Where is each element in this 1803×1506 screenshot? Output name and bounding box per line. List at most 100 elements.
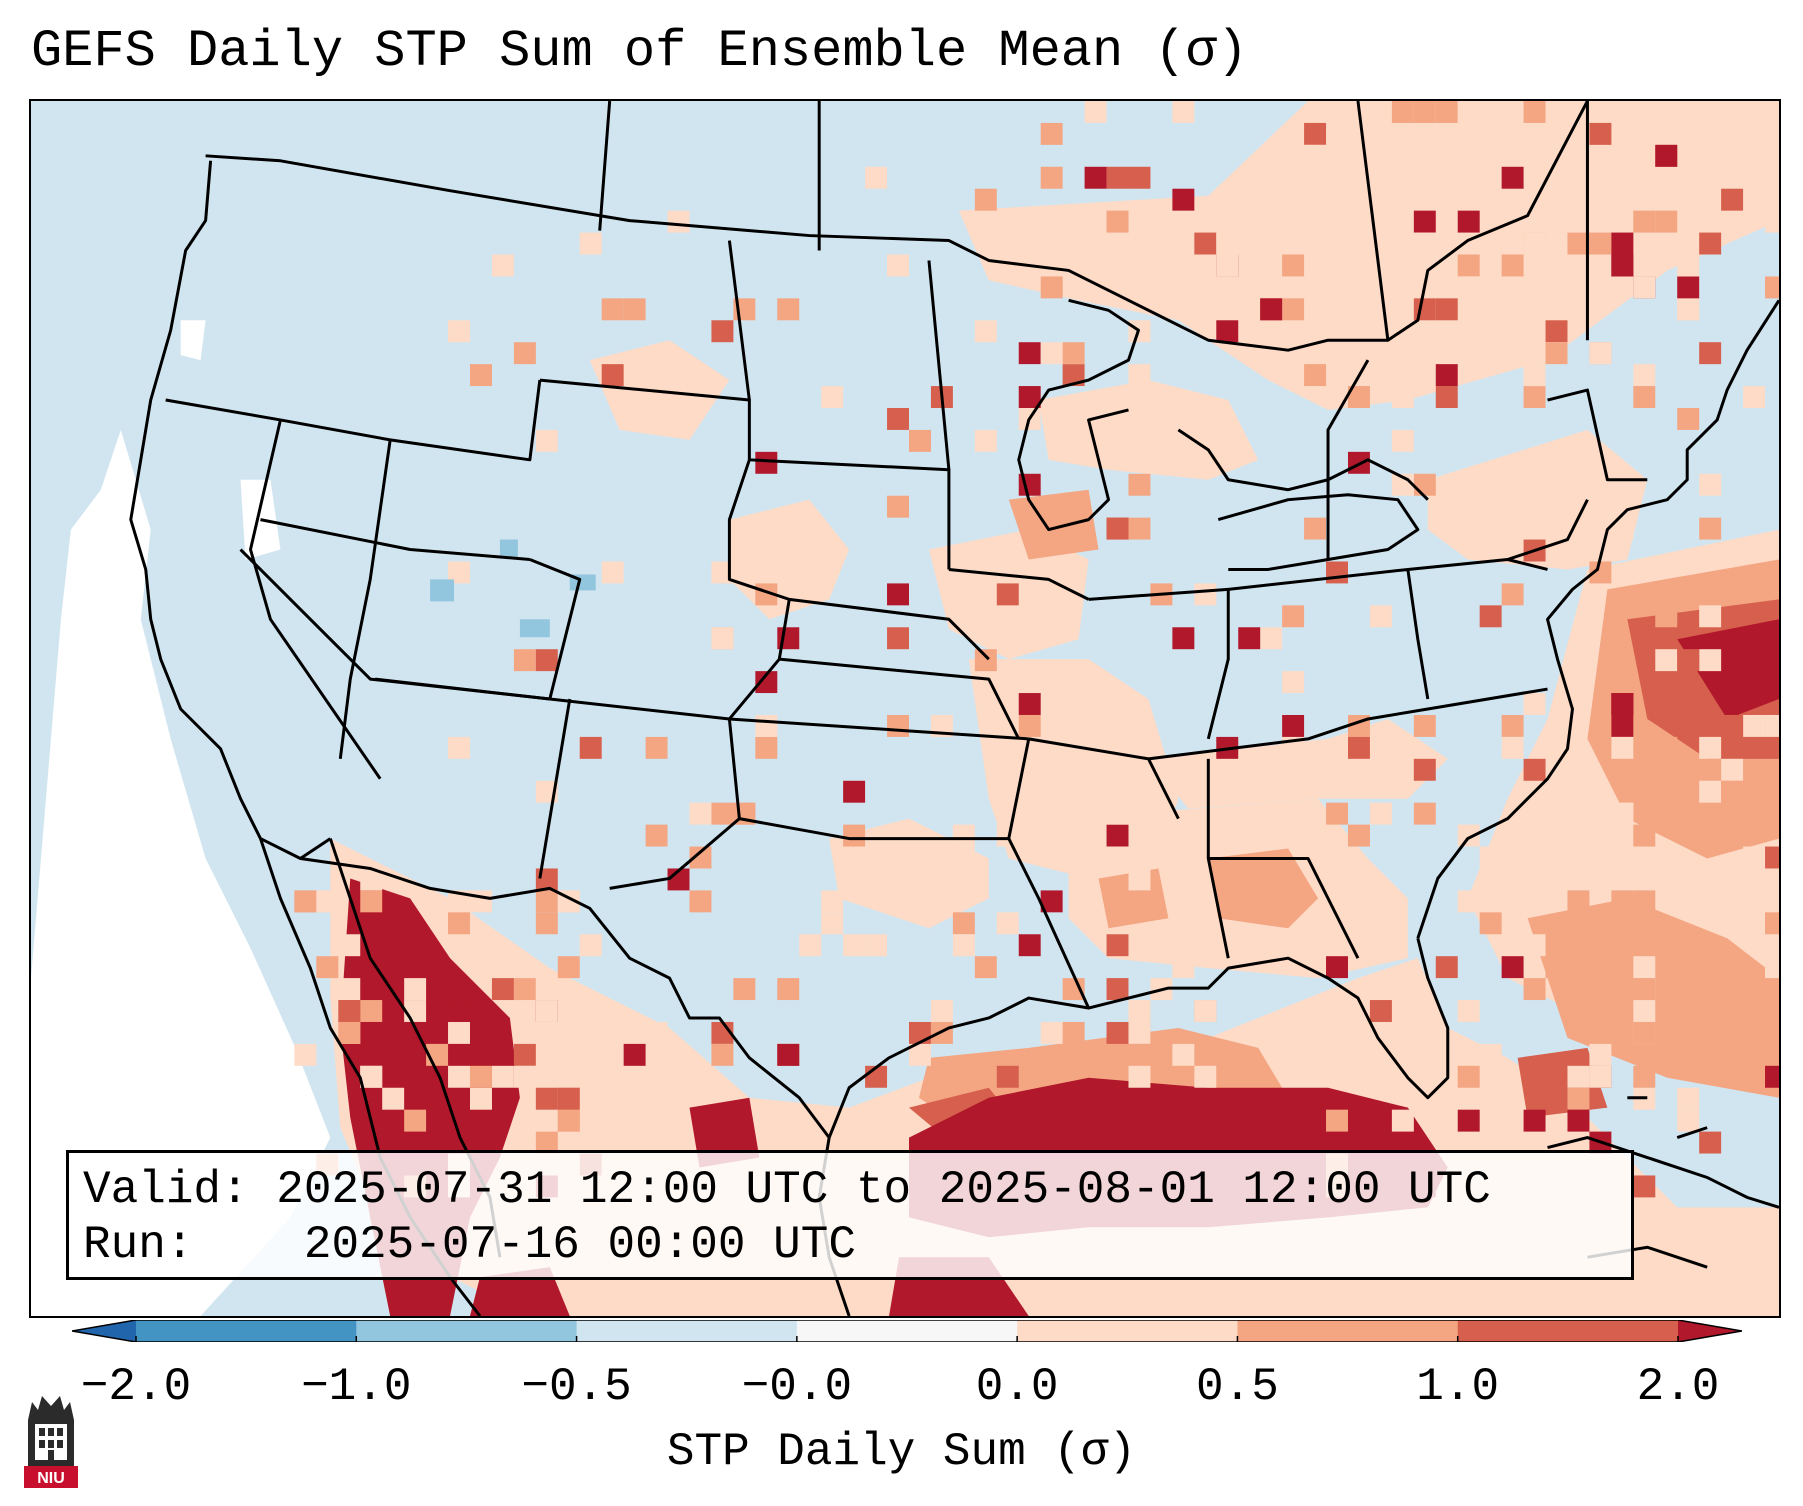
colorbar-tick-label: 2.0 (1636, 1361, 1720, 1413)
colorbar-tick-label: −0.0 (741, 1361, 853, 1413)
grid-cell (535, 912, 558, 935)
grid-cell (491, 254, 514, 277)
grid-cell (1589, 561, 1612, 584)
grid-cell (843, 934, 866, 957)
grid-cell (1018, 386, 1041, 408)
grid-cell (1765, 144, 1779, 167)
grid-cell (1106, 429, 1129, 452)
grid-cell (1457, 1109, 1480, 1132)
grid-cell (1018, 342, 1041, 365)
grid-cell (974, 188, 997, 211)
grid-cell (1106, 978, 1129, 1001)
grid-cell (1589, 122, 1612, 145)
grid-cell (448, 320, 470, 343)
grid-cell (1369, 605, 1392, 628)
grid-cell (1172, 1043, 1195, 1066)
grid-cell (338, 1000, 361, 1022)
grid-cell (1040, 210, 1063, 233)
grid-cell (1040, 276, 1063, 299)
colorbar-tick-label: 1.0 (1416, 1361, 1500, 1413)
grid-cell (1304, 364, 1327, 387)
grid-cell (1435, 386, 1458, 408)
grid-cell (1567, 276, 1590, 299)
grid-cell (535, 1043, 558, 1066)
grid-cell (821, 912, 844, 935)
grid-cell (1545, 956, 1568, 979)
grid-cell (535, 1131, 558, 1154)
grid-cell (1611, 802, 1634, 825)
grid-cell (1194, 232, 1217, 255)
grid-cell (1260, 298, 1283, 321)
grid-cell (1589, 232, 1612, 255)
grid-cell (1413, 210, 1436, 233)
grid-cell (1172, 101, 1195, 123)
grid-cell (1084, 166, 1107, 189)
grid-cell (1369, 1000, 1392, 1022)
grid-cell (1523, 978, 1546, 1001)
niu-tower-icon: NIU (24, 1396, 78, 1488)
grid-cell (1743, 846, 1766, 869)
grid-cell (513, 978, 536, 1001)
grid-cell (1567, 890, 1590, 913)
grid-cell (711, 320, 734, 343)
grid-cell (1523, 386, 1546, 408)
grid-cell (1699, 736, 1722, 759)
grid-cell (1501, 736, 1524, 759)
grid-cell (1326, 1109, 1348, 1132)
grid-cell (1128, 1065, 1151, 1088)
grid-cell (1589, 1065, 1612, 1088)
grid-cell (535, 429, 558, 452)
grid-cell (360, 868, 383, 891)
grid-cell (1369, 736, 1392, 759)
grid-cell (952, 912, 975, 935)
grid-cell (1699, 342, 1722, 365)
run-label: Run: (83, 1219, 194, 1271)
valid-value: 2025-07-31 12:00 UTC to 2025-08-01 12:00… (276, 1164, 1491, 1216)
grid-cell (1545, 298, 1568, 321)
grid-cell (1326, 956, 1348, 979)
grid-cell (1062, 364, 1085, 387)
grid-cell (1655, 605, 1678, 628)
grid-cell (579, 934, 602, 957)
grid-cell (338, 1021, 361, 1044)
grid-cell (843, 780, 866, 803)
grid-cell (930, 1000, 953, 1022)
grid-cell (1172, 956, 1195, 979)
grid-cell (1040, 122, 1063, 145)
grid-cell (557, 1109, 580, 1132)
grid-cell (513, 649, 536, 672)
grid-cell (1677, 276, 1700, 299)
grid-cell (733, 978, 756, 1001)
grid-cell (1633, 824, 1656, 847)
grid-cell (1633, 386, 1656, 408)
colorbar-bin (576, 1320, 798, 1342)
grid-cell (1765, 956, 1779, 979)
grid-cell (887, 407, 909, 430)
grid-cell (1677, 1087, 1700, 1110)
grid-cell (952, 846, 975, 869)
grid-cell (1611, 736, 1634, 759)
grid-cell (1743, 122, 1766, 145)
grid-cell (974, 320, 997, 343)
grid-cell (1216, 232, 1239, 255)
grid-cell (601, 364, 624, 387)
grid-cell (623, 1043, 646, 1066)
grid-cell (1435, 298, 1458, 321)
grid-cell (469, 1087, 492, 1110)
grid-cell (1369, 1065, 1392, 1088)
grid-cell (1282, 671, 1305, 694)
grid-cell (1611, 978, 1634, 1001)
grid-cell (711, 1043, 734, 1066)
grid-cell (1128, 473, 1151, 496)
grid-cell (887, 254, 909, 277)
grid-cell (1501, 166, 1524, 189)
grid-cell (1040, 824, 1063, 847)
grid-cell (1677, 1021, 1700, 1044)
grid-cell (1589, 342, 1612, 365)
colorbar-bin (796, 1320, 1018, 1342)
grid-cell (667, 210, 690, 233)
grid-cell (1106, 802, 1129, 825)
grid-cell (1062, 1021, 1085, 1044)
grid-cell (974, 956, 997, 979)
grid-cell (1479, 188, 1502, 211)
